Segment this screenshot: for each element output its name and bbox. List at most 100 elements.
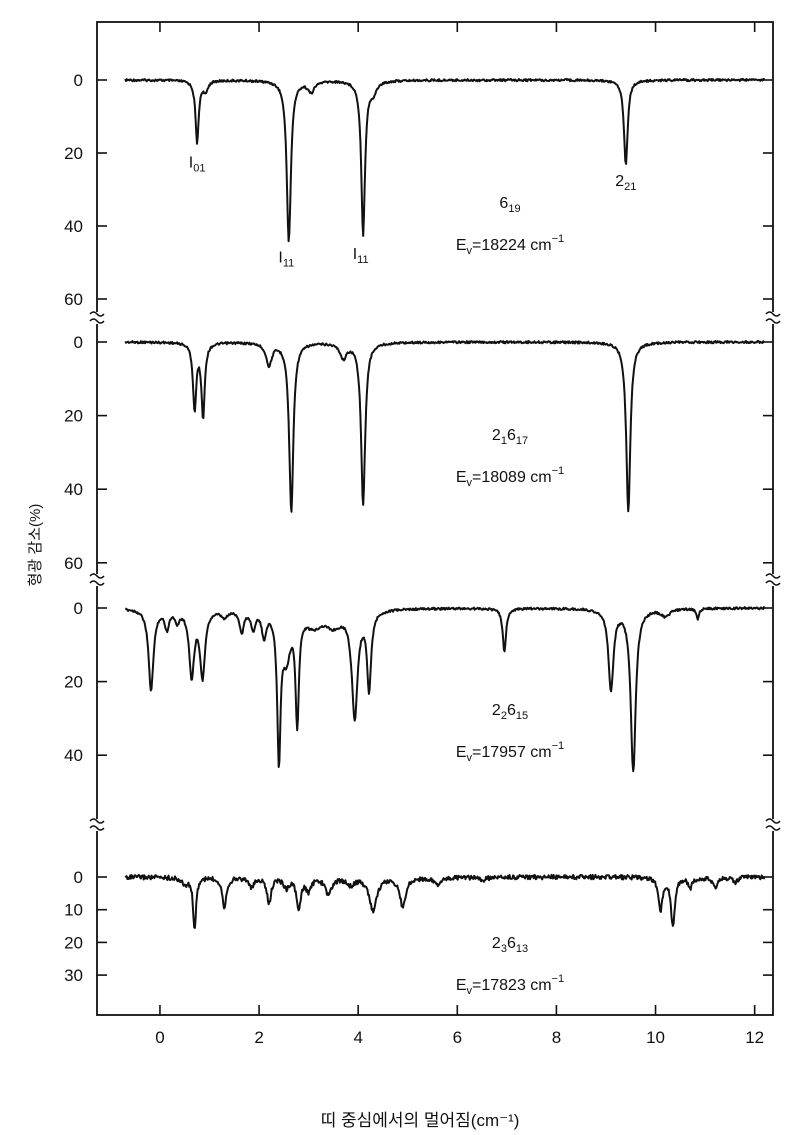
- band-label-part: 6: [507, 702, 516, 719]
- axis-break-icon: [765, 573, 781, 579]
- y-tick-label: 40: [64, 217, 83, 236]
- energy-label: Ev=17957 cm−1: [456, 740, 564, 764]
- y-tick-label: 20: [64, 673, 83, 692]
- band-label: 21617: [492, 427, 528, 447]
- y-tick-label: 0: [74, 599, 83, 618]
- energy-label-part: E: [456, 469, 467, 486]
- energy-label-part: −1: [552, 973, 565, 985]
- energy-label-part: =18224 cm: [472, 237, 552, 254]
- x-tick-label: 4: [353, 1028, 362, 1047]
- band-label-part: 17: [516, 435, 528, 447]
- axis-break-gap: [769, 312, 777, 324]
- band-label-part: 13: [516, 943, 528, 955]
- peak-label: I11: [278, 250, 294, 270]
- panel-3: 0 20 40 22615 Ev=17957 cm−1: [64, 599, 781, 831]
- band-label-part: 1: [501, 435, 507, 447]
- y-tick-label: 20: [64, 407, 83, 426]
- energy-label-part: =17823 cm: [472, 977, 552, 994]
- axis-break-gap: [769, 819, 777, 831]
- spectrum-line: [124, 873, 766, 929]
- energy-label-part: v: [467, 985, 473, 997]
- axis-break-icon: [765, 818, 781, 824]
- band-label-part: 6: [507, 935, 516, 952]
- peak-label: I11: [353, 246, 369, 266]
- y-tick-label: 10: [64, 901, 83, 920]
- peak-label-part: 11: [357, 254, 368, 266]
- peak-label-part: I: [353, 246, 357, 263]
- peak-label: 221: [615, 173, 636, 193]
- band-label-part: 3: [501, 943, 507, 955]
- energy-label-part: v: [467, 752, 473, 764]
- energy-label-part: E: [456, 977, 467, 994]
- energy-label-part: =18089 cm: [472, 469, 552, 486]
- axis-break-icon: [89, 311, 105, 317]
- energy-label-part: E: [456, 237, 467, 254]
- x-tick-label: 2: [254, 1028, 263, 1047]
- energy-label: Ev=18089 cm−1: [456, 465, 564, 489]
- peak-label-part: 2: [615, 173, 624, 190]
- band-label: 619: [499, 195, 520, 215]
- axis-break-icon: [765, 318, 781, 324]
- axis-break-icon: [89, 818, 105, 824]
- y-tick-label: 20: [64, 144, 83, 163]
- axis-break-icon: [765, 825, 781, 831]
- band-label: 22615: [492, 702, 528, 722]
- band-label-part: 15: [516, 710, 528, 722]
- band-label-part: 2: [501, 710, 507, 722]
- band-label-part: 6: [507, 427, 516, 444]
- x-tick-label: 0: [155, 1028, 164, 1047]
- x-axis-label: 띠 중심에서의 멀어짐(cm⁻¹): [321, 1111, 520, 1130]
- energy-label-part: v: [467, 245, 473, 257]
- axis-break-icon: [89, 580, 105, 586]
- y-tick-label: 0: [74, 333, 83, 352]
- y-axis-label: 형광 감소(%): [27, 504, 44, 587]
- y-tick-label: 0: [74, 868, 83, 887]
- energy-label-part: −1: [552, 465, 565, 477]
- band-label-part: 2: [492, 702, 501, 719]
- y-tick-label: 20: [64, 933, 83, 952]
- peak-label-part: 11: [283, 258, 294, 270]
- energy-label-part: −1: [552, 233, 565, 245]
- panel-2: 0 20 40 60 21617 Ev=18089 cm−1: [64, 333, 781, 586]
- axis-break-icon: [765, 311, 781, 317]
- peak-label-part: 01: [193, 163, 205, 175]
- panel-4: 0 10 20 30 23613 Ev=17823 cm−1: [64, 868, 773, 997]
- axis-break-icon: [765, 580, 781, 586]
- axis-break-icon: [89, 573, 105, 579]
- band-label-part: 19: [508, 203, 520, 215]
- y-tick-label: 40: [64, 746, 83, 765]
- x-tick-label: 10: [646, 1028, 665, 1047]
- spectrum-line: [124, 78, 766, 243]
- energy-label-part: v: [467, 477, 473, 489]
- x-axis: 0 2 4 6 8 10 12: [155, 22, 764, 1047]
- axis-break-gap: [769, 574, 777, 586]
- band-label-part: 2: [492, 427, 501, 444]
- band-label: 23613: [492, 935, 528, 955]
- y-tick-label: 30: [64, 966, 83, 985]
- band-label-part: 2: [492, 935, 501, 952]
- x-tick-label: 6: [453, 1028, 462, 1047]
- axis-break-gap: [93, 574, 101, 586]
- energy-label-part: −1: [552, 740, 565, 752]
- y-tick-label: 60: [64, 554, 83, 573]
- y-tick-label: 0: [74, 71, 83, 90]
- axis-break-icon: [89, 318, 105, 324]
- x-tick-label: 8: [552, 1028, 561, 1047]
- axis-break-gap: [93, 819, 101, 831]
- energy-label: Ev=17823 cm−1: [456, 973, 564, 997]
- axis-break-icon: [89, 825, 105, 831]
- peak-label: I01: [189, 155, 206, 175]
- axis-break-gap: [93, 312, 101, 324]
- energy-label: Ev=18224 cm−1: [456, 233, 564, 257]
- plot-frame: [96, 21, 774, 1016]
- y-tick-label: 40: [64, 480, 83, 499]
- band-label-part: 6: [499, 195, 508, 212]
- peak-label-part: 21: [624, 181, 636, 193]
- spectrum-line: [125, 606, 766, 773]
- energy-label-part: =17957 cm: [472, 744, 552, 761]
- spectrum-line: [124, 340, 766, 513]
- y-tick-label: 60: [64, 290, 83, 309]
